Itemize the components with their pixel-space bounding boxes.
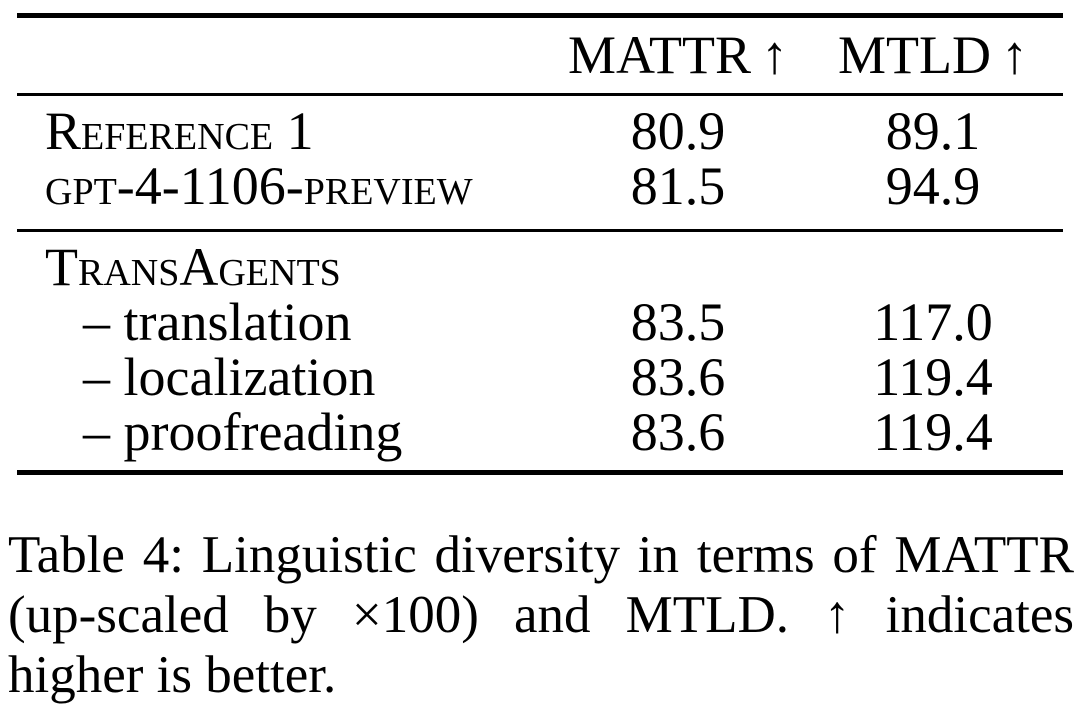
table-caption: Table 4: Linguistic diversity in terms o…	[0, 525, 1080, 705]
column-header-mtld-label: MTLD	[838, 25, 991, 85]
mtld-value: 117.0	[873, 292, 993, 352]
up-arrow-icon: ↑	[1000, 25, 1028, 85]
table-row-gpt-4-1106-preview: gpt-4-1106-preview 81.5 94.9	[17, 159, 1063, 214]
mattr-value: 83.6	[630, 402, 726, 462]
caption-line: higher is better.	[8, 646, 337, 704]
column-header-mtld: MTLD ↑	[803, 18, 1063, 93]
table-row-translation: – translation 83.5 117.0	[17, 295, 1063, 350]
mattr-value: 80.9	[630, 101, 726, 161]
mtld-value: 119.4	[873, 402, 993, 462]
row-label: Reference 1	[45, 101, 314, 161]
table-row-reference-1: Reference 1 80.9 89.1	[17, 104, 1063, 159]
caption-line: (up-scaled by ×100) and MTLD. ↑ indicate…	[8, 586, 1074, 644]
table-header-row: MATTR ↑ MTLD ↑	[17, 18, 1063, 93]
up-arrow-icon: ↑	[761, 25, 788, 85]
results-table: MATTR ↑ MTLD ↑ Reference 1 80.9 89.1 gpt-4…	[0, 13, 1080, 475]
row-label: gpt-4-1106-preview	[45, 156, 473, 216]
header-empty-cell	[17, 18, 553, 93]
table-top-rule	[17, 13, 1063, 18]
row-label: – proofreading	[83, 402, 403, 462]
table-row-localization: – localization 83.6 119.4	[17, 350, 1063, 405]
row-label: – translation	[83, 292, 352, 352]
table-group-header-row-transagents: TransAgents	[17, 240, 1063, 295]
mattr-value: 83.5	[630, 292, 726, 352]
group-header-label: TransAgents	[45, 237, 341, 297]
mtld-value: 89.1	[885, 101, 981, 161]
column-header-mattr: MATTR ↑	[553, 18, 803, 93]
table-header-rule	[17, 93, 1063, 96]
baseline-group: Reference 1 80.9 89.1 gpt-4-1106-preview…	[17, 96, 1063, 229]
mattr-value: 81.5	[630, 156, 726, 216]
row-label: – localization	[83, 347, 376, 407]
transagents-group: TransAgents – translation 83.5 117.0 – l…	[17, 232, 1063, 470]
mattr-value-empty	[553, 240, 803, 295]
table-row-proofreading: – proofreading 83.6 119.4	[17, 405, 1063, 460]
column-header-mattr-label: MATTR	[567, 25, 751, 85]
caption-line: Table 4: Linguistic diversity in terms o…	[8, 526, 1074, 584]
mtld-value: 94.9	[885, 156, 981, 216]
table-bottom-rule	[17, 470, 1063, 475]
mtld-value-empty	[803, 240, 1063, 295]
mattr-value: 83.6	[630, 347, 726, 407]
table-mid-rule	[17, 229, 1063, 232]
mtld-value: 119.4	[873, 347, 993, 407]
